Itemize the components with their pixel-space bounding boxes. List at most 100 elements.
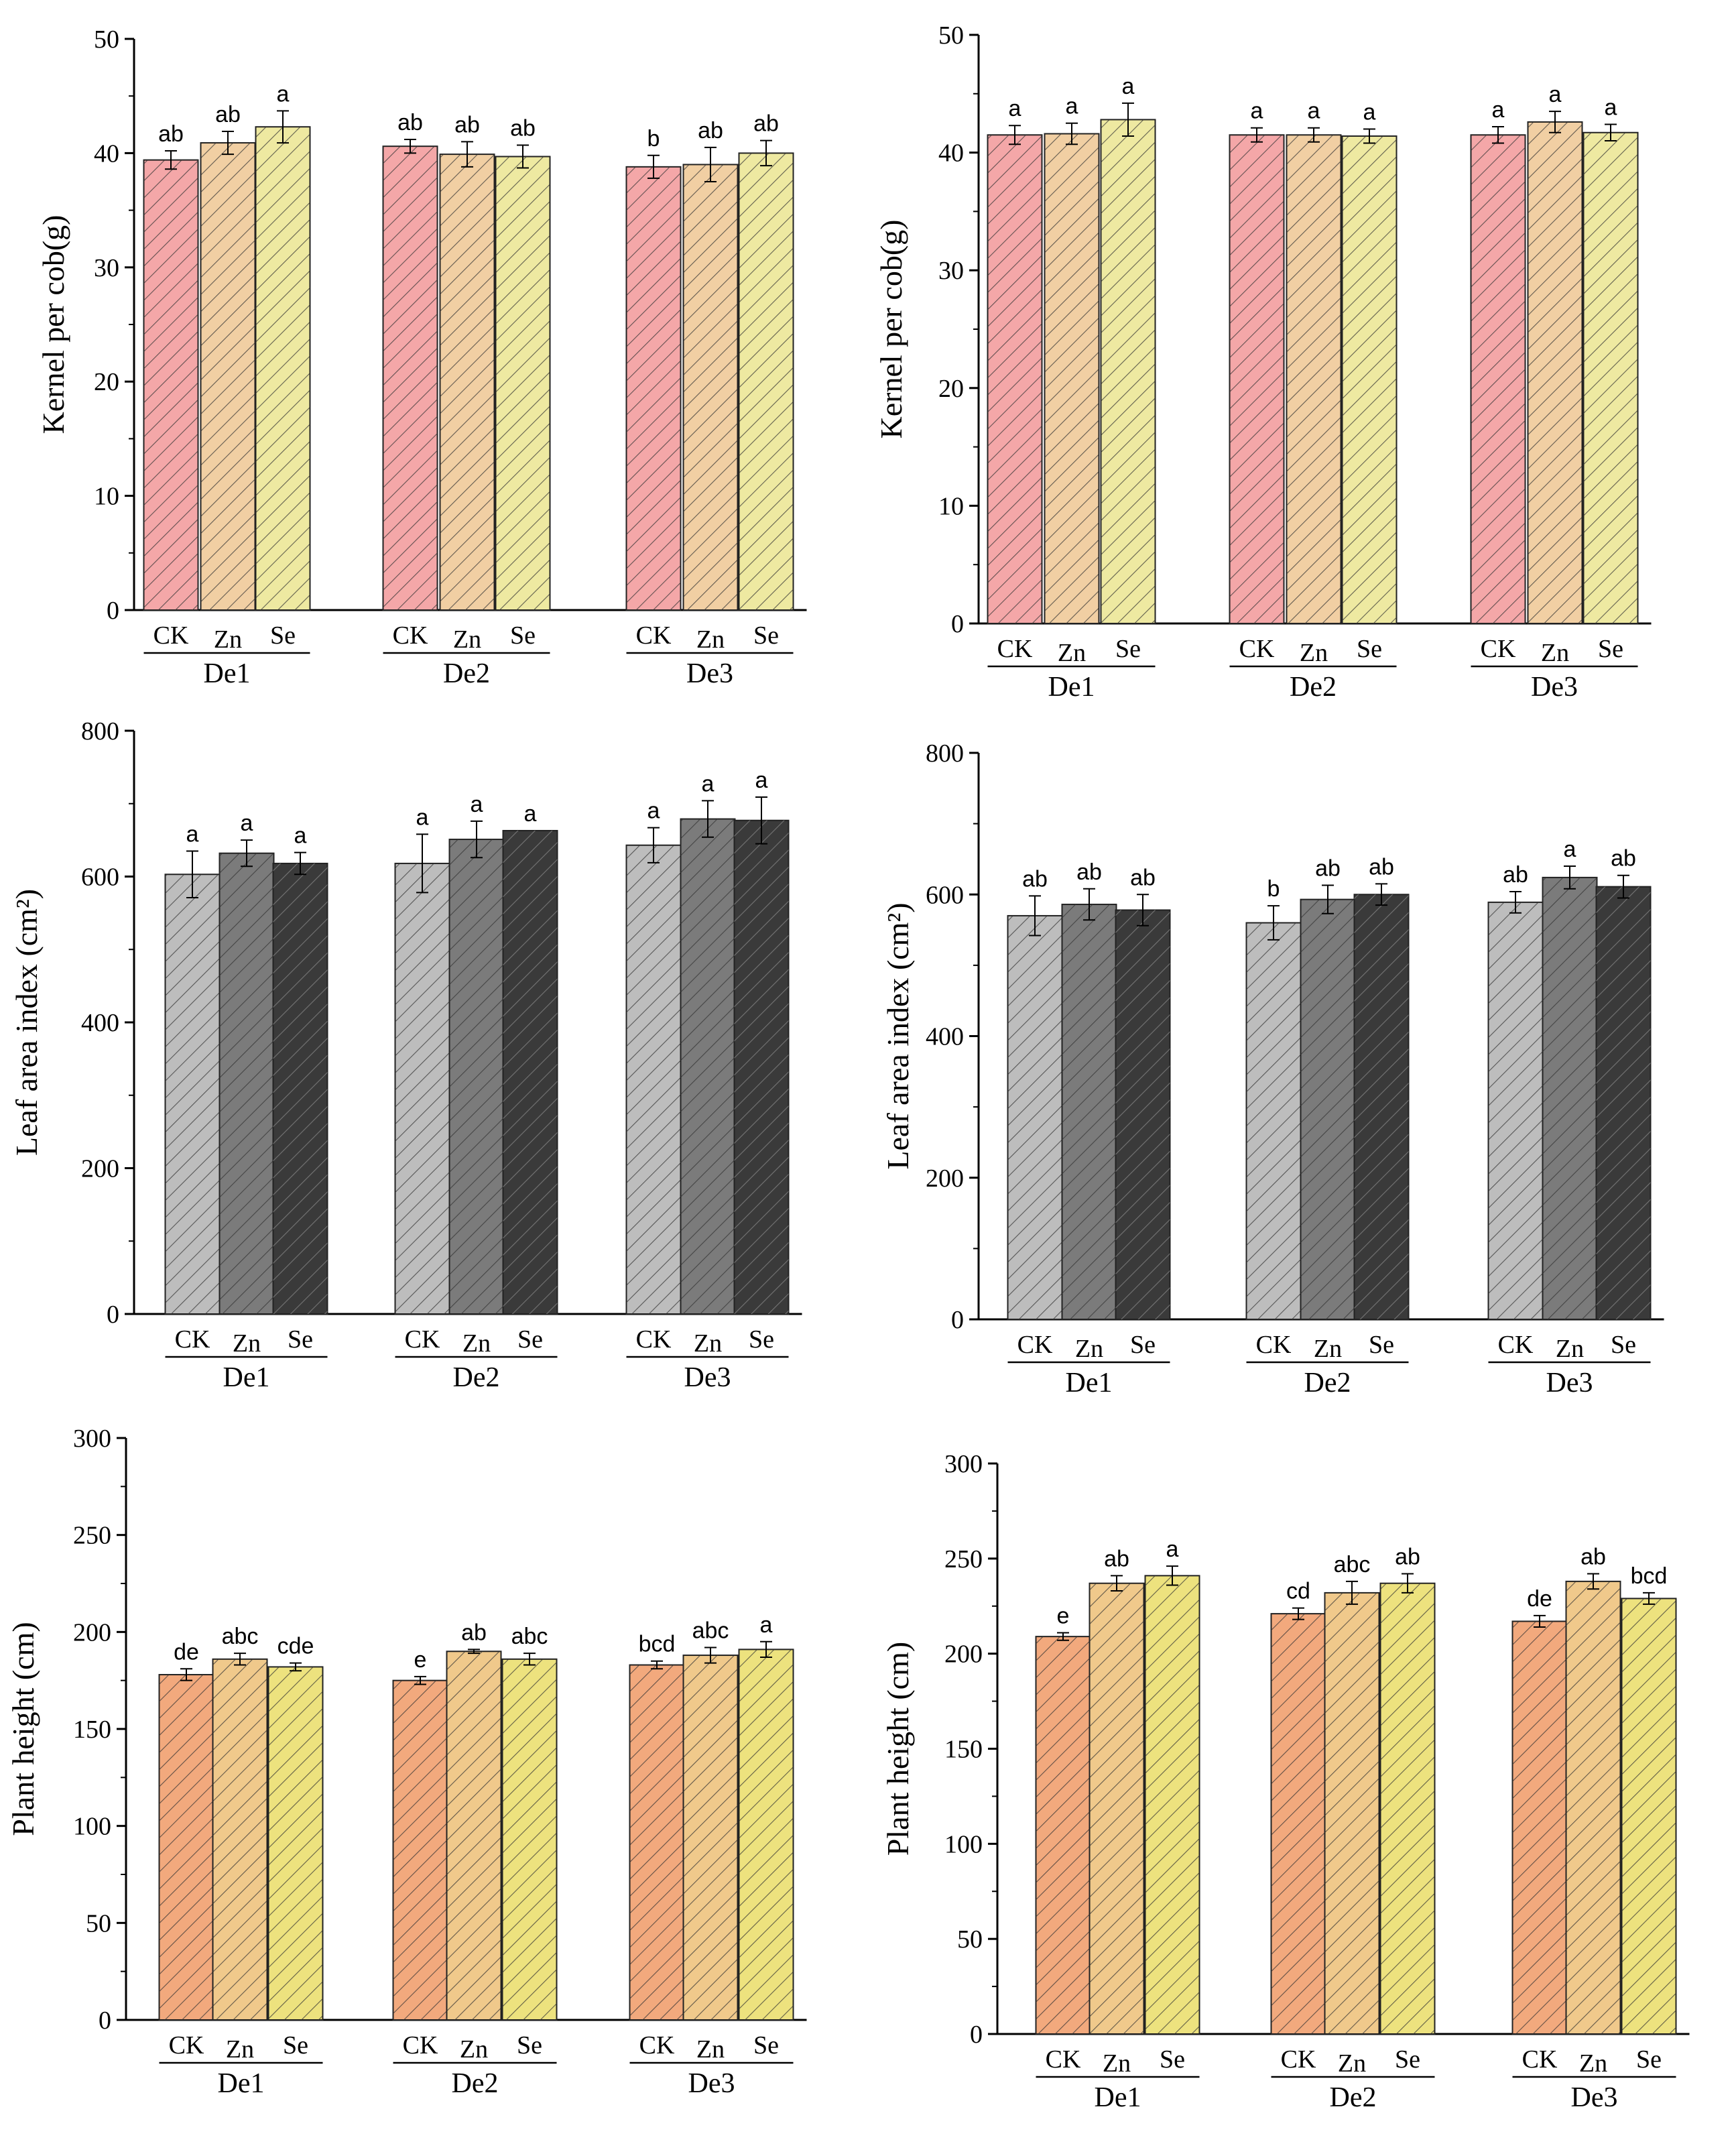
y-tick-label: 0	[970, 2021, 983, 2049]
chart-panel-2: 0 10 20 30 40 50 Kernel per cob(g) a CK a Zn a Se De1…	[874, 21, 1652, 703]
significance-label: ab	[698, 118, 723, 143]
x-group-label: De1	[223, 1362, 270, 1393]
x-category-label: Se	[753, 2031, 779, 2059]
x-category-label: Se	[517, 1325, 543, 1354]
y-axis-label: Kernel per cob(g)	[874, 220, 908, 439]
x-category-label: Se	[1160, 2045, 1185, 2074]
bar-hatch	[1324, 1592, 1379, 2034]
bar-hatch	[1471, 135, 1526, 623]
significance-label: a	[1251, 99, 1263, 124]
chart-panel-5: 0 50 100 150 200 250 300 Plant height (cm) de CK a…	[6, 1425, 807, 2099]
significance-label: abc	[692, 1618, 729, 1643]
bar-hatch	[1089, 1583, 1144, 2034]
bar-hatch	[200, 143, 255, 611]
significance-label: ab	[215, 102, 241, 127]
y-tick-label: 600	[81, 863, 119, 892]
bar-hatch	[1528, 121, 1583, 624]
y-tick-label: 400	[926, 1023, 964, 1051]
y-tick-label: 150	[73, 1716, 111, 1744]
x-category-label: Se	[1357, 635, 1382, 663]
y-tick-label: 50	[94, 25, 119, 54]
significance-label: e	[1057, 1603, 1070, 1628]
x-group-label: De1	[204, 658, 251, 689]
y-tick-label: 100	[73, 1813, 111, 1841]
bar-hatch	[449, 839, 504, 1314]
bar-hatch	[987, 135, 1042, 623]
x-category-label: CK	[636, 621, 672, 650]
bar-hatch	[383, 146, 438, 610]
significance-label: ab	[397, 110, 423, 135]
bar-hatch	[212, 1659, 267, 2020]
bar-hatch	[683, 164, 738, 610]
bar-hatch	[1229, 135, 1284, 623]
significance-label: ab	[1369, 854, 1394, 880]
significance-label: a	[1166, 1537, 1179, 1562]
x-category-label: Zn	[694, 1329, 722, 1358]
significance-label: ab	[158, 121, 184, 147]
x-category-label: Se	[1369, 1331, 1394, 1359]
bar-hatch	[159, 1674, 214, 2020]
x-category-label: CK	[636, 1325, 672, 1354]
y-tick-label: 800	[926, 739, 964, 768]
significance-label: cde	[277, 1634, 314, 1659]
x-group-label: De2	[453, 1362, 500, 1393]
bar-hatch	[268, 1667, 323, 2020]
x-category-label: Se	[1115, 635, 1141, 663]
significance-label: a	[471, 792, 483, 817]
y-tick-label: 10	[94, 483, 119, 511]
y-tick-label: 10	[938, 492, 964, 520]
significance-label: b	[647, 126, 660, 152]
significance-label: e	[414, 1647, 427, 1673]
bar-hatch	[255, 127, 310, 610]
significance-label: a	[186, 821, 199, 847]
x-category-label: Zn	[460, 2035, 488, 2063]
x-group-label: De3	[686, 658, 733, 689]
bar-hatch	[1566, 1581, 1621, 2034]
y-tick-label: 20	[938, 375, 964, 403]
significance-label: a	[1549, 82, 1562, 107]
x-category-label: CK	[153, 621, 189, 650]
x-category-label: Zn	[1541, 639, 1569, 667]
y-tick-label: 40	[938, 139, 964, 168]
bar-hatch	[734, 820, 789, 1314]
x-category-label: Zn	[696, 625, 725, 654]
x-group-label: De1	[218, 2068, 265, 2099]
bar-hatch	[1342, 136, 1397, 624]
x-category-label: CK	[405, 1325, 440, 1354]
significance-label: a	[1605, 95, 1617, 120]
x-group-label: De1	[1095, 2082, 1141, 2113]
significance-label: abc	[1334, 1552, 1371, 1577]
x-group-label: De1	[1048, 672, 1095, 703]
x-category-label: CK	[169, 2031, 204, 2059]
significance-label: ab	[1130, 865, 1156, 890]
bar-hatch	[1145, 1575, 1200, 2034]
bar-hatch	[1007, 915, 1062, 1319]
significance-label: ab	[1104, 1546, 1129, 1571]
x-category-label: Se	[288, 1325, 313, 1354]
bar-hatch	[1115, 910, 1170, 1319]
bar-hatch	[1246, 922, 1301, 1319]
bar-hatch	[143, 160, 198, 610]
significance-label: de	[1527, 1586, 1552, 1612]
bar-hatch	[739, 1649, 794, 2020]
significance-label: bcd	[639, 1632, 676, 1657]
x-category-label: CK	[393, 621, 428, 650]
y-tick-label: 200	[926, 1164, 964, 1193]
bar-hatch	[1380, 1583, 1435, 2034]
y-tick-label: 300	[73, 1425, 111, 1453]
significance-label: a	[277, 81, 290, 107]
bar-hatch	[395, 863, 450, 1314]
x-category-label: CK	[1481, 635, 1516, 663]
significance-label: ab	[1611, 846, 1636, 872]
bar-hatch	[683, 1655, 738, 2020]
significance-label: a	[1009, 96, 1021, 121]
significance-label: ab	[1580, 1545, 1606, 1570]
x-group-label: De2	[452, 2068, 499, 2099]
significance-label: a	[1308, 99, 1320, 124]
significance-label: abc	[511, 1624, 548, 1649]
x-category-label: Zn	[1556, 1335, 1584, 1363]
bar-hatch	[1044, 133, 1099, 623]
y-tick-label: 0	[99, 2007, 111, 2035]
bar-hatch	[629, 1665, 684, 2020]
